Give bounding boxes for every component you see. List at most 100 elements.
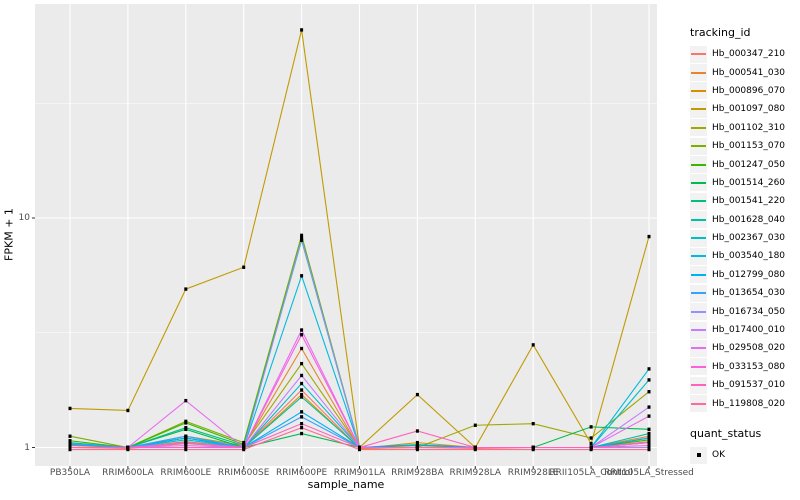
color-legend-items: Hb_000347_210 Hb_000541_030 Hb_000896_070 H… bbox=[690, 45, 798, 413]
legend-key-swatch bbox=[690, 174, 707, 192]
data-point bbox=[415, 447, 419, 452]
data-point bbox=[300, 28, 304, 32]
data-point bbox=[647, 445, 651, 450]
legend-key-swatch bbox=[690, 303, 707, 321]
data-point bbox=[647, 414, 651, 418]
data-point bbox=[68, 441, 72, 446]
legend-key-swatch bbox=[690, 358, 707, 376]
data-point bbox=[126, 445, 130, 450]
data-point bbox=[300, 381, 304, 386]
data-point bbox=[473, 445, 477, 450]
legend-item-Hb_091537_010: Hb_091537_010 bbox=[690, 376, 798, 394]
data-point bbox=[589, 441, 593, 446]
data-point bbox=[184, 425, 188, 430]
data-point bbox=[300, 274, 304, 278]
legend-item-label: Hb_002367_030 bbox=[712, 233, 786, 244]
legend-item-label: Hb_000347_210 bbox=[712, 49, 786, 60]
data-point bbox=[126, 408, 130, 413]
data-point bbox=[531, 343, 535, 347]
legend-key-swatch bbox=[690, 321, 707, 339]
legend-key-swatch bbox=[690, 137, 707, 155]
legend-item-label: Hb_001541_220 bbox=[712, 196, 786, 207]
legend-item-label: Hb_013654_030 bbox=[712, 288, 786, 299]
legend-key-swatch bbox=[690, 229, 707, 247]
x-tick-label: RRIM600SE bbox=[217, 468, 270, 478]
data-point bbox=[300, 237, 304, 241]
data-point bbox=[358, 447, 361, 452]
x-tick-label: RRII105LA_Stressed bbox=[604, 468, 694, 478]
data-point bbox=[184, 287, 188, 291]
x-tick-label: RRIM928LA bbox=[449, 468, 502, 478]
legend-item-label: OK bbox=[712, 450, 725, 460]
data-point bbox=[184, 447, 188, 452]
data-point bbox=[647, 440, 651, 445]
data-point bbox=[68, 445, 72, 450]
data-point bbox=[415, 445, 419, 450]
data-point bbox=[531, 447, 535, 452]
data-point bbox=[300, 415, 304, 419]
data-point bbox=[300, 346, 304, 351]
legend-item-label: Hb_000896_070 bbox=[712, 85, 786, 96]
data-point bbox=[589, 445, 593, 450]
data-point bbox=[415, 442, 419, 447]
legend-item-Hb_029508_020: Hb_029508_020 bbox=[690, 339, 798, 357]
data-point bbox=[300, 392, 304, 397]
legend-item-Hb_002367_030: Hb_002367_030 bbox=[690, 229, 798, 247]
data-point bbox=[300, 410, 304, 414]
legend-item-Hb_016734_050: Hb_016734_050 bbox=[690, 302, 798, 321]
data-point bbox=[184, 398, 188, 403]
legend-item-label: Hb_017400_010 bbox=[712, 325, 786, 336]
data-point bbox=[300, 421, 304, 426]
legend-item-Hb_001628_040: Hb_001628_040 bbox=[690, 211, 798, 229]
legend-item-Hb_119808_020: Hb_119808_020 bbox=[690, 394, 798, 413]
legend-item-label: Hb_012799_080 bbox=[712, 269, 786, 280]
legend-key-swatch bbox=[690, 339, 707, 357]
data-point bbox=[300, 395, 304, 399]
x-tick-label: PB350LA bbox=[49, 468, 91, 478]
legend-key-swatch bbox=[690, 64, 707, 82]
legend-item-Hb_012799_080: Hb_012799_080 bbox=[690, 266, 798, 284]
x-tick-label: RRIM928BA bbox=[391, 468, 444, 478]
x-tick-label: RRIM600PE bbox=[275, 468, 328, 478]
legend-item-label: Hb_000541_030 bbox=[712, 67, 786, 78]
legend-key-swatch bbox=[690, 247, 707, 265]
data-point bbox=[184, 445, 188, 450]
legend-key-swatch bbox=[690, 211, 707, 229]
data-point bbox=[647, 427, 651, 432]
x-axis-title: sample_name bbox=[307, 478, 385, 491]
data-point bbox=[242, 447, 246, 452]
legend-key-swatch bbox=[690, 284, 707, 302]
data-point bbox=[531, 445, 535, 450]
data-point bbox=[647, 431, 651, 436]
data-point bbox=[647, 378, 651, 382]
legend-item-label: Hb_001247_050 bbox=[712, 159, 786, 170]
legend-key-swatch bbox=[690, 156, 707, 174]
data-point bbox=[647, 405, 651, 409]
data-point bbox=[647, 434, 651, 438]
legend-item-label: Hb_016734_050 bbox=[712, 306, 786, 317]
data-point bbox=[184, 443, 188, 448]
shape-legend-title: quant_status bbox=[690, 426, 762, 440]
data-point bbox=[415, 429, 419, 433]
legend: tracking_id Hb_000347_210 Hb_000541_030 Hb… bbox=[690, 26, 798, 464]
legend-item-Hb_001153_070: Hb_001153_070 bbox=[690, 137, 798, 155]
data-point bbox=[242, 443, 246, 448]
x-tick-label: RRII105LA_Control bbox=[549, 468, 633, 478]
data-point bbox=[473, 447, 477, 452]
legend-item-label: Hb_033153_080 bbox=[712, 361, 786, 372]
legend-item-Hb_003540_180: Hb_003540_180 bbox=[690, 247, 798, 265]
legend-item-Hb_000896_070: Hb_000896_070 bbox=[690, 82, 798, 100]
legend-item-Hb_001102_310: Hb_001102_310 bbox=[690, 119, 798, 137]
legend-key-swatch bbox=[690, 376, 707, 394]
data-point bbox=[473, 423, 477, 427]
legend-key-swatch bbox=[690, 45, 707, 63]
legend-item-label: Hb_119808_020 bbox=[712, 398, 786, 409]
data-point bbox=[68, 447, 72, 452]
data-point bbox=[300, 328, 304, 332]
data-point bbox=[242, 440, 246, 445]
data-point bbox=[300, 373, 304, 378]
data-point bbox=[358, 445, 361, 450]
shape-legend: quant_status OK bbox=[690, 427, 798, 464]
